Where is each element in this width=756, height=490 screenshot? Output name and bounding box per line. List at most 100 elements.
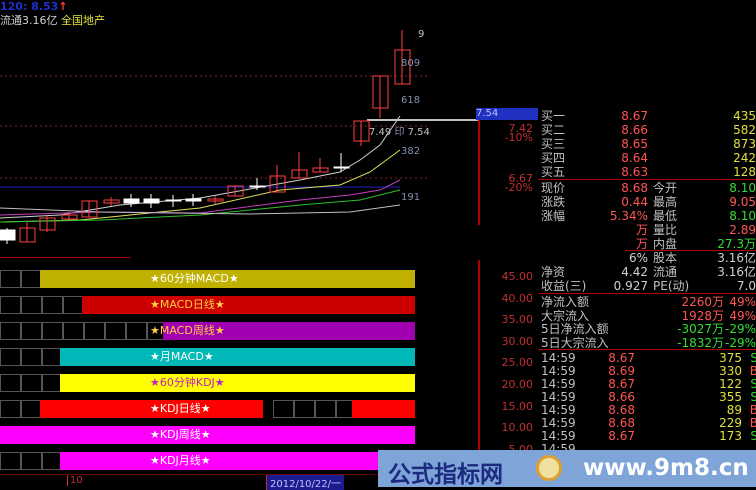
quote-value-2: 2.89 <box>729 223 756 237</box>
signal-cell <box>105 322 126 340</box>
signal-cell <box>315 400 336 418</box>
flow-pct: 49% <box>729 308 756 323</box>
signal-cell <box>21 452 42 470</box>
quote-value-2: 27.3万 <box>717 237 756 251</box>
red-separator <box>0 257 130 258</box>
signal-cell <box>21 296 42 314</box>
quote-label-2: PE(动) <box>653 279 690 293</box>
header-info: 流通3.16亿 全国地产 <box>0 12 105 28</box>
up-arrow-icon: ↑ <box>58 0 68 13</box>
signal-cell <box>84 322 105 340</box>
tick-price: 8.69 <box>608 364 635 378</box>
tick-volume: 330 <box>719 364 742 378</box>
price-text: 120: 8.53 <box>0 0 59 13</box>
fib-191: 191 <box>401 192 421 203</box>
bid-volume: 873 <box>733 137 756 151</box>
signal-cell <box>42 322 63 340</box>
tick-volume: 173 <box>719 429 742 443</box>
fib-618: 618 <box>401 95 421 106</box>
flow-label: 5日大宗流入 <box>541 335 609 350</box>
signal-cell <box>294 400 315 418</box>
indicator-bar: ★60分钟KDJ★ <box>60 374 415 392</box>
site-name: 公式指标网 <box>388 462 503 488</box>
candle <box>249 185 266 188</box>
quote-label: 现价 <box>541 181 566 195</box>
sector: 全国地产 <box>61 14 105 27</box>
candle <box>165 199 182 202</box>
quote-label: 涨幅 <box>541 209 566 223</box>
signal-cell <box>0 374 21 392</box>
bid-price: 8.66 <box>621 123 648 137</box>
tick-volume: 89 <box>726 403 742 417</box>
range-label: 7.49 印 7.54 <box>369 123 430 138</box>
candle <box>372 75 389 109</box>
quote-label-2: 最高 <box>653 195 678 209</box>
candle <box>0 229 16 241</box>
indicator-row: ★月MACD★ <box>0 348 415 366</box>
signal-cell <box>0 400 21 418</box>
quote-label-2: 最低 <box>653 209 678 223</box>
indicator-row: ★KDJ月线★ <box>0 452 415 470</box>
ma10-line <box>0 149 401 223</box>
bid-label: 买四 <box>541 151 566 165</box>
indicator-label: ★KDJ日线★ <box>150 402 211 415</box>
quote-value: 5.34% <box>609 209 648 223</box>
indicator-scale-label: 10.00 <box>501 421 534 435</box>
tick-side: S <box>750 390 756 404</box>
tick-side: S <box>750 377 756 391</box>
indicator-bar: ★MACD日线★ <box>82 296 415 314</box>
candle <box>19 227 36 243</box>
candle <box>81 200 98 218</box>
indicator-bar: ★KDJ日线★ <box>40 400 263 418</box>
candle <box>291 169 308 179</box>
bid-price: 8.64 <box>621 151 648 165</box>
candle <box>143 198 160 204</box>
bid-label: 买三 <box>541 137 566 151</box>
bid-price: 8.67 <box>621 109 648 123</box>
tick-time: 14:59 <box>541 429 576 443</box>
flow-pct: -29% <box>724 335 756 350</box>
tick-time: 14:59 <box>541 416 576 430</box>
candle <box>312 167 329 173</box>
quote-value: 0.927 <box>613 279 648 293</box>
tick-volume: 375 <box>719 351 742 365</box>
candle <box>61 214 78 220</box>
tick-price: 8.67 <box>608 377 635 391</box>
tick-side: B <box>749 364 756 378</box>
indicator-scale-label: 45.00 <box>501 270 534 283</box>
tick-price: 8.66 <box>608 390 635 404</box>
indicator-row: ★KDJ周线★ <box>0 426 415 444</box>
indicator-row: ★60分钟KDJ★ <box>0 374 415 392</box>
indicator-bar: ★KDJ周线★ <box>0 426 415 444</box>
flow-pct: -29% <box>724 322 756 336</box>
quote-value: 万 <box>635 223 648 237</box>
tick-volume: 355 <box>719 390 742 404</box>
indicator-scale-label: 35.00 <box>501 313 534 327</box>
quote-value-2: 3.16亿 <box>717 251 756 265</box>
tick-volume: 122 <box>719 377 742 391</box>
hidden-overlay <box>470 225 625 260</box>
quote-label: 涨跌 <box>541 195 566 209</box>
time-axis <box>0 474 478 487</box>
pct-20: -20% <box>504 181 533 194</box>
signal-cell <box>21 374 42 392</box>
bid-volume: 435 <box>733 109 756 123</box>
tick-side: B <box>749 403 756 417</box>
fib-9: 9 <box>418 29 425 40</box>
candle <box>39 217 56 231</box>
candle <box>185 198 202 202</box>
flow-label: 大宗流入 <box>541 308 590 323</box>
divider <box>538 293 756 294</box>
bid-price: 8.65 <box>621 137 648 151</box>
header-price-line: 120: 8.53↑ <box>0 0 68 13</box>
tick-side: S <box>750 429 756 443</box>
indicator-row: ★60分钟MACD★ <box>0 270 415 288</box>
time-tick: 10 <box>67 475 83 486</box>
tick-time: 14:59 <box>541 364 576 378</box>
tick-time: 14:59 <box>541 377 576 391</box>
price-7-42: 7.42 <box>508 122 534 135</box>
quote-value: 4.42 <box>621 265 648 279</box>
bid-price: 8.63 <box>621 165 648 179</box>
time-cursor-date: 2012/10/22/一 <box>266 475 345 490</box>
bid-volume: 128 <box>733 165 756 179</box>
